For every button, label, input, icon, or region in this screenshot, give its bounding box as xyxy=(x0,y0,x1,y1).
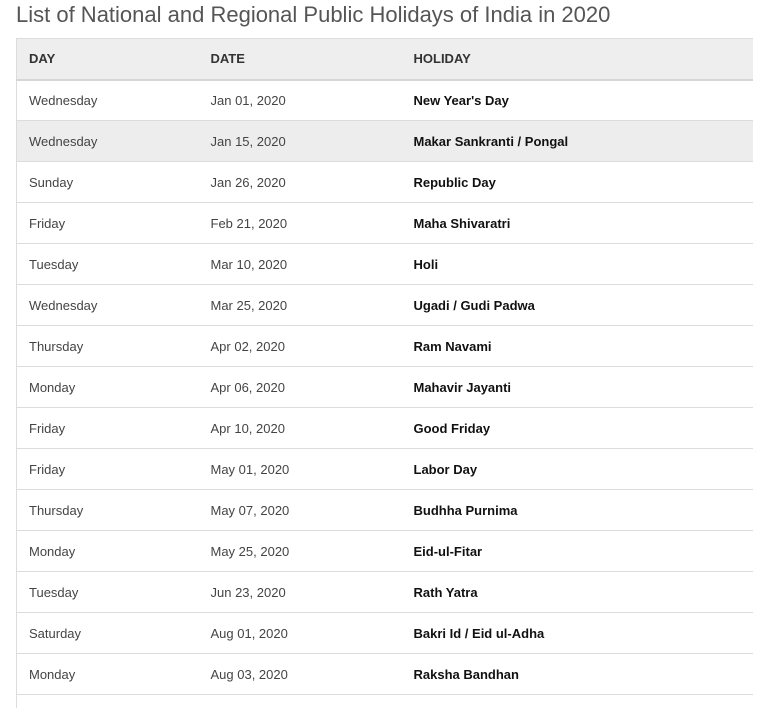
day-cell: Thursday xyxy=(16,325,199,367)
date-cell: Feb 21, 2020 xyxy=(198,202,402,244)
date-cell: May 07, 2020 xyxy=(198,489,402,531)
table-header: DAY DATE HOLIDAY xyxy=(16,38,753,81)
date-cell: Mar 25, 2020 xyxy=(198,284,402,326)
date-cell: Jan 01, 2020 xyxy=(198,79,402,121)
table-row: Tuesday Mar 10, 2020 Holi xyxy=(16,243,753,285)
holiday-cell: Makar Sankranti / Pongal xyxy=(401,120,753,162)
date-cell: Aug 01, 2020 xyxy=(198,612,402,654)
table-row: Tuesday Jun 23, 2020 Rath Yatra xyxy=(16,571,753,613)
day-cell: Sunday xyxy=(16,161,199,203)
day-cell: Thursday xyxy=(16,489,199,531)
date-cell: Jan 15, 2020 xyxy=(198,120,402,162)
holiday-cell: Budhha Purnima xyxy=(401,489,753,531)
table-body: Wednesday Jan 01, 2020 New Year's Day Wedne… xyxy=(16,79,753,708)
day-cell: Monday xyxy=(16,366,199,408)
table-header-row: DAY DATE HOLIDAY xyxy=(16,38,753,81)
day-cell: Saturday xyxy=(16,612,199,654)
holiday-cell: Good Friday xyxy=(401,407,753,449)
table-row: Monday Aug 03, 2020 Raksha Bandhan xyxy=(16,653,753,695)
holiday-table-container: DAY DATE HOLIDAY Wednesday Jan 01, 2020 Ne… xyxy=(16,38,753,708)
table-row: Saturday Aug 01, 2020 Bakri Id / Eid ul-Ad… xyxy=(16,612,753,654)
page-title: List of National and Regional Public Hol… xyxy=(16,2,611,27)
column-header-date: DATE xyxy=(198,38,402,81)
column-header-holiday: HOLIDAY xyxy=(401,38,753,81)
day-cell: Wednesday xyxy=(16,120,199,162)
table-row xyxy=(16,694,753,708)
date-cell: Apr 02, 2020 xyxy=(198,325,402,367)
day-cell: Wednesday xyxy=(16,79,199,121)
table-row: Wednesday Jan 15, 2020 Makar Sankranti / P… xyxy=(16,120,753,162)
holiday-cell: Raksha Bandhan xyxy=(401,653,753,695)
table-row: Friday Apr 10, 2020 Good Friday xyxy=(16,407,753,449)
holiday-cell: Maha Shivaratri xyxy=(401,202,753,244)
holiday-cell: Holi xyxy=(401,243,753,285)
holiday-cell: New Year's Day xyxy=(401,79,753,121)
day-cell xyxy=(16,694,199,708)
holiday-cell: Republic Day xyxy=(401,161,753,203)
date-cell: Jan 26, 2020 xyxy=(198,161,402,203)
holiday-cell xyxy=(401,694,753,708)
holiday-cell: Mahavir Jayanti xyxy=(401,366,753,408)
date-cell: May 01, 2020 xyxy=(198,448,402,490)
table-row: Thursday Apr 02, 2020 Ram Navami xyxy=(16,325,753,367)
table-row: Monday Apr 06, 2020 Mahavir Jayanti xyxy=(16,366,753,408)
day-cell: Friday xyxy=(16,448,199,490)
holiday-cell: Bakri Id / Eid ul-Adha xyxy=(401,612,753,654)
holiday-cell: Ugadi / Gudi Padwa xyxy=(401,284,753,326)
table-row: Wednesday Jan 01, 2020 New Year's Day xyxy=(16,79,753,121)
table-row: Thursday May 07, 2020 Budhha Purnima xyxy=(16,489,753,531)
holiday-cell: Eid-ul-Fitar xyxy=(401,530,753,572)
date-cell xyxy=(198,694,402,708)
date-cell: Apr 06, 2020 xyxy=(198,366,402,408)
date-cell: Apr 10, 2020 xyxy=(198,407,402,449)
table-row: Sunday Jan 26, 2020 Republic Day xyxy=(16,161,753,203)
holiday-cell: Ram Navami xyxy=(401,325,753,367)
table-row: Wednesday Mar 25, 2020 Ugadi / Gudi Padwa xyxy=(16,284,753,326)
holiday-cell: Labor Day xyxy=(401,448,753,490)
day-cell: Friday xyxy=(16,407,199,449)
day-cell: Monday xyxy=(16,653,199,695)
date-cell: Aug 03, 2020 xyxy=(198,653,402,695)
date-cell: May 25, 2020 xyxy=(198,530,402,572)
date-cell: Jun 23, 2020 xyxy=(198,571,402,613)
column-header-day: DAY xyxy=(16,38,199,81)
day-cell: Tuesday xyxy=(16,571,199,613)
holiday-cell: Rath Yatra xyxy=(401,571,753,613)
table-row: Friday May 01, 2020 Labor Day xyxy=(16,448,753,490)
day-cell: Tuesday xyxy=(16,243,199,285)
table-row: Monday May 25, 2020 Eid-ul-Fitar xyxy=(16,530,753,572)
holiday-table: DAY DATE HOLIDAY Wednesday Jan 01, 2020 Ne… xyxy=(16,38,753,708)
date-cell: Mar 10, 2020 xyxy=(198,243,402,285)
day-cell: Wednesday xyxy=(16,284,199,326)
day-cell: Friday xyxy=(16,202,199,244)
table-row: Friday Feb 21, 2020 Maha Shivaratri xyxy=(16,202,753,244)
day-cell: Monday xyxy=(16,530,199,572)
